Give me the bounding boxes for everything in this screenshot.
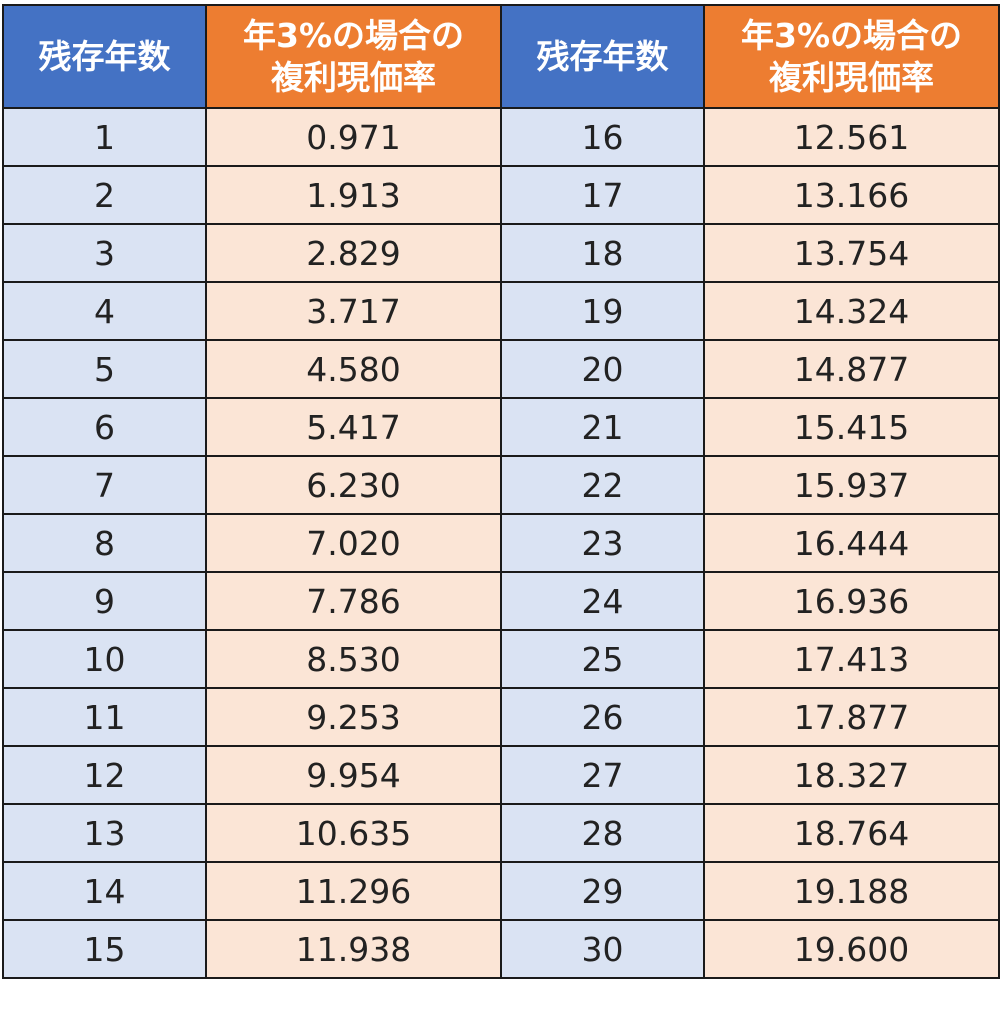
present-value-rate-cell: 6.230 xyxy=(205,455,502,515)
table-row: 3 2.829 18 13.754 xyxy=(2,223,1000,283)
remaining-years-cell: 3 xyxy=(2,223,207,283)
header-rate-right-line2: 複利現価率 xyxy=(769,57,934,97)
remaining-years-cell: 29 xyxy=(500,861,705,921)
present-value-rate-cell: 19.188 xyxy=(703,861,1000,921)
header-remaining-years-right-label: 残存年数 xyxy=(536,36,669,76)
present-value-rate-cell: 2.829 xyxy=(205,223,502,283)
present-value-rate-cell: 16.444 xyxy=(703,513,1000,573)
remaining-years-cell: 5 xyxy=(2,339,207,399)
remaining-years-cell: 14 xyxy=(2,861,207,921)
present-value-rate-cell: 8.530 xyxy=(205,629,502,689)
present-value-rate-cell: 7.020 xyxy=(205,513,502,573)
present-value-rate-cell: 3.717 xyxy=(205,281,502,341)
remaining-years-cell: 26 xyxy=(500,687,705,747)
remaining-years-cell: 9 xyxy=(2,571,207,631)
remaining-years-cell: 28 xyxy=(500,803,705,863)
header-rate-right-line1: 年3%の場合の xyxy=(740,15,963,55)
table-row: 9 7.786 24 16.936 xyxy=(2,571,1000,631)
present-value-rate-cell: 4.580 xyxy=(205,339,502,399)
remaining-years-cell: 13 xyxy=(2,803,207,863)
remaining-years-cell: 7 xyxy=(2,455,207,515)
table-row: 8 7.020 23 16.444 xyxy=(2,513,1000,573)
present-value-rate-cell: 19.600 xyxy=(703,919,1000,979)
remaining-years-cell: 15 xyxy=(2,919,207,979)
present-value-rate-cell: 14.877 xyxy=(703,339,1000,399)
remaining-years-cell: 27 xyxy=(500,745,705,805)
table-row: 12 9.954 27 18.327 xyxy=(2,745,1000,805)
remaining-years-cell: 8 xyxy=(2,513,207,573)
table-row: 1 0.971 16 12.561 xyxy=(2,107,1000,167)
header-rate-left-line1: 年3%の場合の xyxy=(242,15,465,55)
present-value-rate-cell: 18.764 xyxy=(703,803,1000,863)
remaining-years-cell: 25 xyxy=(500,629,705,689)
present-value-rate-cell: 11.938 xyxy=(205,919,502,979)
table-row: 2 1.913 17 13.166 xyxy=(2,165,1000,225)
present-value-rate-cell: 13.166 xyxy=(703,165,1000,225)
present-value-rate-cell: 0.971 xyxy=(205,107,502,167)
remaining-years-cell: 2 xyxy=(2,165,207,225)
header-row: 残存年数 年3%の場合の 複利現価率 残存年数 年3%の場合の 複利現価率 xyxy=(2,4,1000,109)
remaining-years-cell: 4 xyxy=(2,281,207,341)
present-value-rate-cell: 5.417 xyxy=(205,397,502,457)
present-value-rate-cell: 15.937 xyxy=(703,455,1000,515)
remaining-years-cell: 17 xyxy=(500,165,705,225)
remaining-years-cell: 12 xyxy=(2,745,207,805)
remaining-years-cell: 16 xyxy=(500,107,705,167)
remaining-years-cell: 22 xyxy=(500,455,705,515)
present-value-rate-cell: 7.786 xyxy=(205,571,502,631)
table-row: 7 6.230 22 15.937 xyxy=(2,455,1000,515)
remaining-years-cell: 10 xyxy=(2,629,207,689)
table-row: 13 10.635 28 18.764 xyxy=(2,803,1000,863)
remaining-years-cell: 11 xyxy=(2,687,207,747)
header-remaining-years-right: 残存年数 xyxy=(500,4,705,109)
present-value-rate-cell: 15.415 xyxy=(703,397,1000,457)
present-value-rate-cell: 12.561 xyxy=(703,107,1000,167)
table-row: 15 11.938 30 19.600 xyxy=(2,919,1000,979)
table-row: 14 11.296 29 19.188 xyxy=(2,861,1000,921)
remaining-years-cell: 6 xyxy=(2,397,207,457)
present-value-rate-cell: 17.413 xyxy=(703,629,1000,689)
header-remaining-years-left-label: 残存年数 xyxy=(38,36,171,76)
remaining-years-cell: 21 xyxy=(500,397,705,457)
present-value-rate-cell: 14.324 xyxy=(703,281,1000,341)
present-value-rate-cell: 9.954 xyxy=(205,745,502,805)
table-row: 4 3.717 19 14.324 xyxy=(2,281,1000,341)
present-value-rate-cell: 17.877 xyxy=(703,687,1000,747)
remaining-years-cell: 18 xyxy=(500,223,705,283)
remaining-years-cell: 1 xyxy=(2,107,207,167)
present-value-rate-cell: 18.327 xyxy=(703,745,1000,805)
table-body: 1 0.971 16 12.561 2 1.913 17 13.166 3 2.829 18 13.7… xyxy=(2,107,1000,979)
remaining-years-cell: 19 xyxy=(500,281,705,341)
header-rate-left-line2: 複利現価率 xyxy=(271,57,436,97)
present-value-rate-cell: 11.296 xyxy=(205,861,502,921)
table-row: 10 8.530 25 17.413 xyxy=(2,629,1000,689)
remaining-years-cell: 30 xyxy=(500,919,705,979)
table-row: 11 9.253 26 17.877 xyxy=(2,687,1000,747)
present-value-rate-cell: 1.913 xyxy=(205,165,502,225)
header-present-value-rate-right: 年3%の場合の 複利現価率 xyxy=(703,4,1000,109)
present-value-rate-cell: 13.754 xyxy=(703,223,1000,283)
header-remaining-years-left: 残存年数 xyxy=(2,4,207,109)
remaining-years-cell: 20 xyxy=(500,339,705,399)
header-present-value-rate-left: 年3%の場合の 複利現価率 xyxy=(205,4,502,109)
present-value-rate-cell: 9.253 xyxy=(205,687,502,747)
remaining-years-cell: 24 xyxy=(500,571,705,631)
table-row: 6 5.417 21 15.415 xyxy=(2,397,1000,457)
present-value-rate-cell: 10.635 xyxy=(205,803,502,863)
table-row: 5 4.580 20 14.877 xyxy=(2,339,1000,399)
remaining-years-cell: 23 xyxy=(500,513,705,573)
present-value-rate-cell: 16.936 xyxy=(703,571,1000,631)
